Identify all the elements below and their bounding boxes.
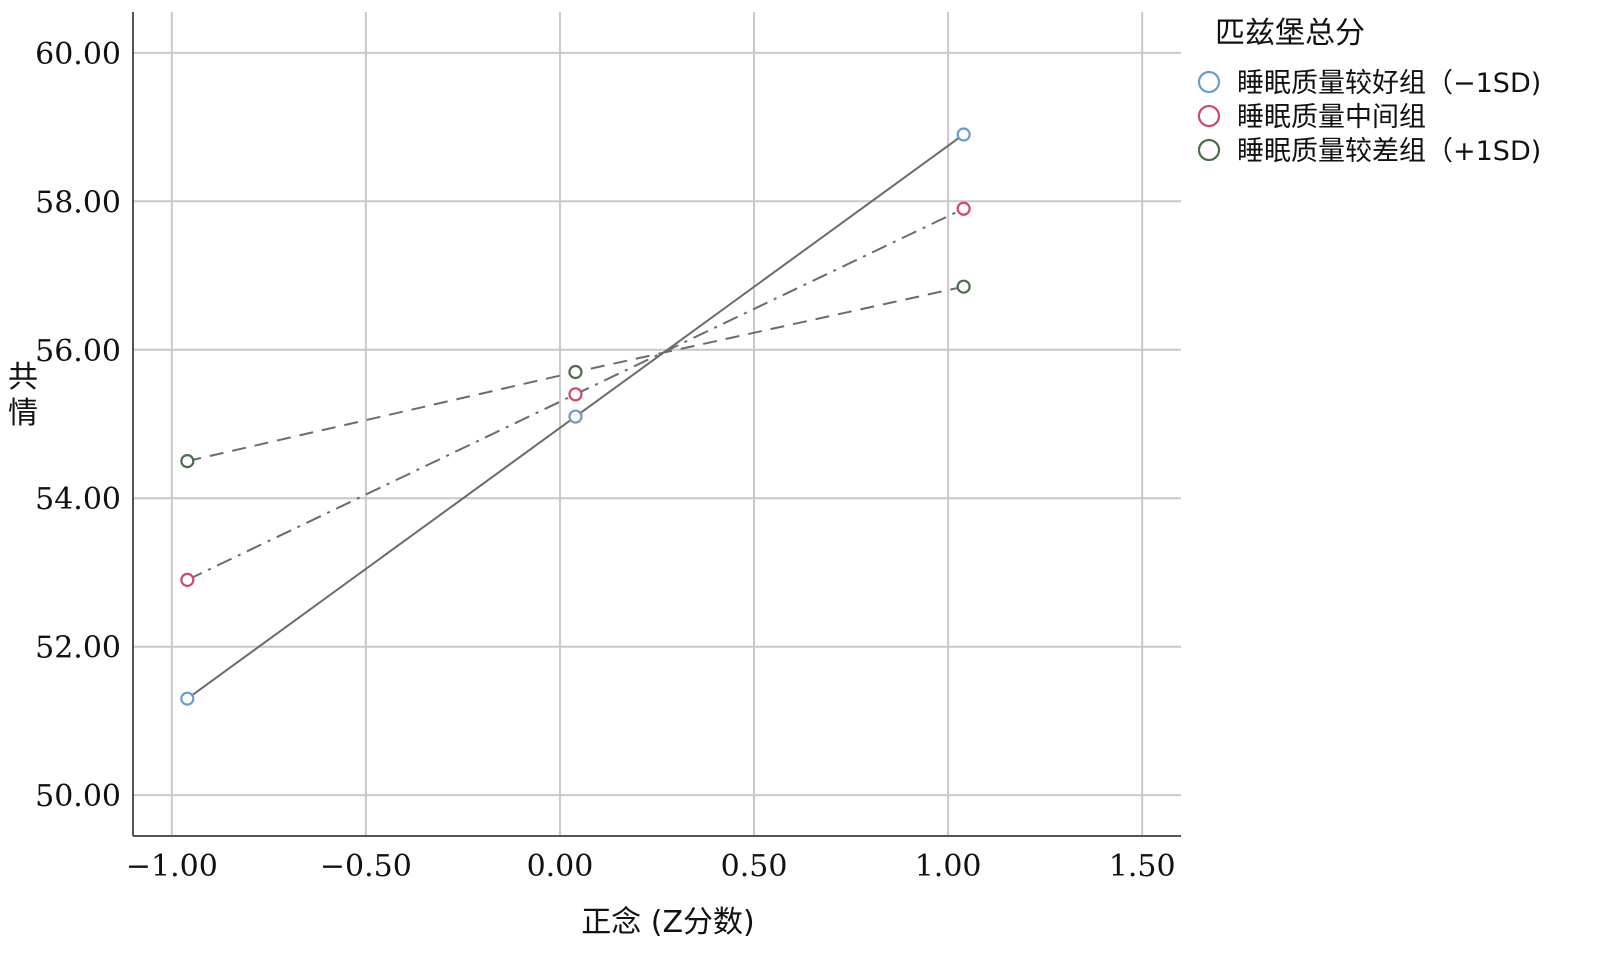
legend-marker <box>1197 104 1221 128</box>
legend-label: 睡眠质量较好组（−1SD) <box>1237 68 1541 99</box>
data-point <box>956 127 971 142</box>
data-point <box>568 364 583 380</box>
grid <box>133 12 1181 836</box>
y-axis-title: 共情 <box>8 360 38 431</box>
data-point <box>180 691 195 706</box>
x-tick-label: 1.50 <box>1109 849 1176 884</box>
x-tick-label: 0.00 <box>527 849 594 884</box>
data-point <box>180 572 195 587</box>
y-tick-label: 58.00 <box>35 185 121 220</box>
axes <box>132 12 1181 837</box>
legend-marker <box>1197 70 1221 94</box>
y-tick-label: 56.00 <box>35 334 121 369</box>
y-tick-label: 52.00 <box>35 631 121 666</box>
y-tick-label: 54.00 <box>35 482 121 517</box>
data-point <box>568 387 583 402</box>
x-tick-label: −0.50 <box>320 849 412 884</box>
data-point <box>956 201 971 216</box>
legend-label: 睡眠质量较差组（+1SD) <box>1237 136 1541 167</box>
data-point <box>180 454 195 469</box>
data-point <box>956 279 971 294</box>
data-point <box>568 409 583 424</box>
x-tick-label: 0.50 <box>721 849 788 884</box>
y-tick-label: 60.00 <box>35 37 121 72</box>
x-tick-label: −1.00 <box>126 849 218 884</box>
series-layer <box>180 127 971 706</box>
x-tick-label: 1.00 <box>915 849 982 884</box>
x-axis-title: 正念 (Z分数) <box>581 905 755 940</box>
legend-label: 睡眠质量中间组 <box>1237 102 1426 133</box>
legend-marker <box>1197 138 1221 162</box>
legend-title: 匹兹堡总分 <box>1215 16 1365 51</box>
y-tick-label: 50.00 <box>35 779 121 814</box>
tick-labels: −1.00 −0.50 0.00 0.50 1.00 1.50 50.00 52.00 54.0… <box>35 37 1175 884</box>
